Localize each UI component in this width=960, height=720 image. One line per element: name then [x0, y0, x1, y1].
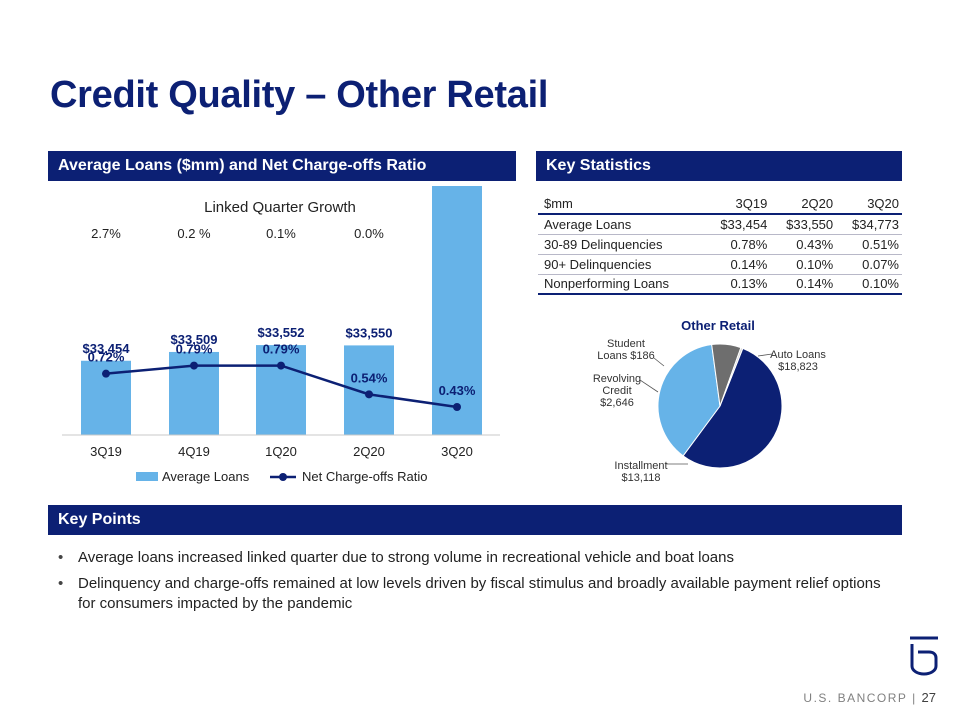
x-tick-label: 3Q19 — [90, 444, 122, 459]
table-cell: 0.14% — [730, 256, 768, 272]
table-header-cell: 3Q19 — [735, 196, 768, 211]
pie-slice-label: Installment — [614, 460, 667, 472]
key-point-item: Average loans increased linked quarter d… — [58, 548, 898, 568]
pie-slice-value: $2,646 — [600, 397, 634, 409]
x-tick-label: 4Q19 — [178, 444, 210, 459]
line-point-net-charge-offs — [277, 361, 285, 370]
legend-label: Average Loans — [162, 469, 250, 484]
table-cell: Nonperforming Loans — [544, 276, 670, 292]
bar-value-label: $33,509 — [171, 332, 218, 347]
pie-slice-value: $18,823 — [778, 361, 818, 373]
line-point-net-charge-offs — [365, 390, 373, 399]
key-points-list: Average loans increased linked quarter d… — [58, 548, 898, 620]
pie-slice-value: $13,118 — [622, 472, 661, 484]
growth-label: 0.0% — [354, 226, 384, 241]
table-cell: 0.07% — [862, 256, 899, 272]
average-loans-chart: Linked Quarter Growth 2.7% $33,454 3Q19 0.2 … — [62, 186, 500, 484]
key-point-item: Delinquency and charge-offs remained at … — [58, 574, 898, 614]
table-header-row: $mm 3Q19 2Q20 3Q20 — [538, 194, 902, 214]
key-statistics-table: $mm 3Q19 2Q20 3Q20 Average Loans $33,454… — [538, 194, 902, 295]
line-value-label: 0.54% — [351, 370, 388, 385]
table-row: Average Loans $33,454 $33,550 $34,773 — [538, 214, 902, 234]
table-header-cell: 3Q20 — [867, 196, 899, 211]
pie-slice — [682, 347, 783, 469]
line-value-label: 0.43% — [439, 383, 476, 398]
bar-average-loans — [344, 345, 394, 435]
page-title: Credit Quality – Other Retail — [50, 74, 549, 116]
table-cell: 0.10% — [796, 256, 834, 272]
table-header-cell: $mm — [544, 196, 573, 211]
bar-average-loans — [432, 186, 482, 435]
footer: U.S. BANCORP | 27 — [803, 690, 936, 705]
page-number: 27 — [921, 690, 936, 705]
key-points-header: Key Points — [48, 505, 902, 535]
pie-slice — [657, 343, 721, 457]
table-cell: 0.78% — [730, 236, 768, 252]
table-cell: Average Loans — [544, 216, 632, 232]
growth-label: 0.1% — [266, 226, 296, 241]
table-row: 90+ Delinquencies 0.14% 0.10% 0.07% — [538, 254, 902, 274]
loans-section-header: Average Loans ($mm) and Net Charge-offs … — [48, 151, 516, 181]
table-cell: $33,454 — [720, 216, 768, 232]
x-tick-label: 2Q20 — [353, 444, 385, 459]
growth-label: 2.7% — [91, 226, 121, 241]
line-point-net-charge-offs — [453, 403, 461, 411]
bar-value-label: $33,552 — [258, 325, 305, 340]
line-value-label: 0.79% — [176, 342, 213, 357]
pie-leader-line — [757, 353, 773, 357]
table-cell: 0.43% — [796, 236, 834, 252]
shield-logo-icon — [910, 636, 938, 676]
table-cell: 90+ Delinquencies — [544, 256, 652, 272]
footer-brand: U.S. BANCORP — [803, 691, 908, 705]
table-cell: 0.51% — [862, 236, 899, 252]
pie-slice — [719, 346, 744, 407]
legend-swatch-average-loans — [136, 472, 158, 481]
table-cell: 0.10% — [862, 276, 899, 292]
footer-separator: | — [912, 691, 917, 705]
chart-title: Linked Quarter Growth — [204, 199, 356, 216]
line-value-label: 0.79% — [263, 342, 300, 357]
pie-leader-line — [639, 379, 659, 393]
table-row: Nonperforming Loans 0.13% 0.14% 0.10% — [538, 274, 902, 294]
pie-leader-line — [653, 357, 665, 367]
pie-slice-label: Revolving — [593, 373, 641, 385]
pie-slice-label: Credit — [602, 385, 631, 397]
legend-label: Net Charge-offs Ratio — [302, 469, 428, 484]
pie-title: Other Retail — [681, 318, 755, 333]
x-tick-label: 3Q20 — [441, 444, 473, 459]
legend-marker-net-charge-offs — [279, 473, 287, 481]
other-retail-pie-chart: Other Retail Auto Loans$18,823 Installment… — [593, 318, 826, 484]
table-cell: $34,773 — [852, 216, 899, 232]
table-cell: 0.13% — [730, 276, 768, 292]
line-point-net-charge-offs — [190, 361, 198, 370]
table-cell: 30-89 Delinquencies — [544, 236, 663, 252]
x-tick-label: 1Q20 — [265, 444, 297, 459]
line-point-net-charge-offs — [102, 369, 110, 378]
key-statistics-header: Key Statistics — [536, 151, 902, 181]
table-row: 30-89 Delinquencies 0.78% 0.43% 0.51% — [538, 234, 902, 254]
pie-slice-label: Student — [607, 338, 645, 350]
pie-slice-label: Loans $186 — [597, 350, 655, 362]
bar-value-label: $33,550 — [346, 325, 393, 340]
growth-label: 0.2 % — [177, 226, 211, 241]
bar-average-loans — [256, 345, 306, 435]
pie-slice-label: Auto Loans — [770, 349, 826, 361]
table-cell: 0.14% — [796, 276, 834, 292]
table-header-cell: 2Q20 — [801, 196, 834, 211]
table-cell: $33,550 — [786, 216, 834, 232]
line-value-label: 0.72% — [88, 350, 125, 365]
bar-value-label: $33,454 — [83, 341, 131, 356]
